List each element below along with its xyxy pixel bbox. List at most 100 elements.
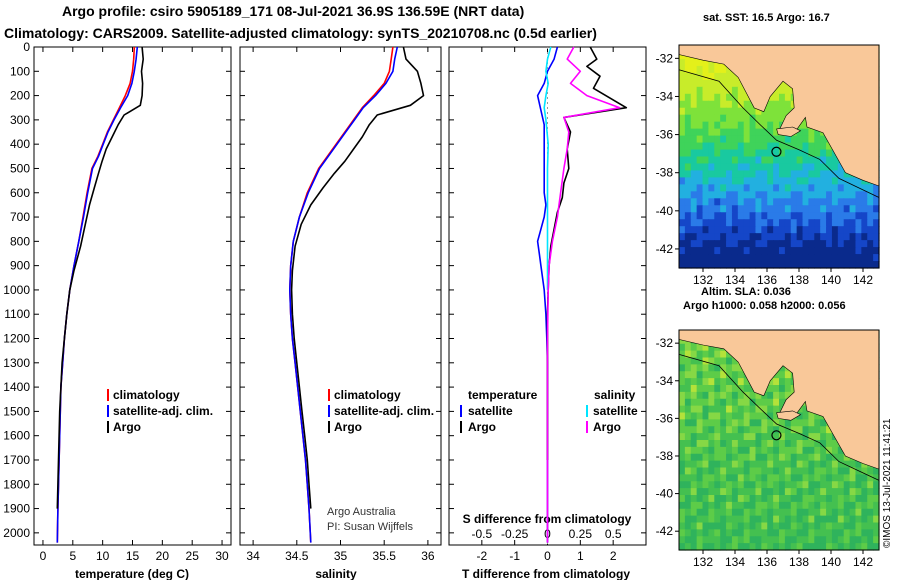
map-cell	[684, 488, 692, 496]
map-cell	[749, 419, 757, 427]
map-cell	[826, 240, 833, 248]
map-cell	[837, 198, 845, 206]
map-cell	[755, 481, 762, 489]
map-cell	[690, 440, 698, 448]
map-cell	[796, 508, 804, 517]
map-cell	[779, 460, 786, 469]
map-cell	[784, 515, 792, 524]
map-cell	[843, 501, 851, 510]
map-cell	[720, 495, 727, 503]
map-cell	[708, 364, 715, 372]
map-cell	[737, 405, 745, 414]
map-cell	[737, 419, 745, 427]
map-cell	[679, 419, 686, 427]
map-cell	[773, 177, 780, 185]
map-cell	[679, 364, 686, 372]
map-cell	[802, 467, 810, 475]
map-cell	[779, 205, 786, 213]
map-cell	[696, 522, 704, 530]
map-cell	[814, 128, 821, 137]
map-cell	[826, 446, 833, 455]
map-cell	[731, 72, 739, 81]
map-cell	[726, 405, 733, 414]
map-cell	[773, 488, 780, 496]
map-cell	[814, 453, 821, 462]
map-cell	[784, 184, 792, 192]
map-cell	[684, 142, 692, 151]
map-cell	[761, 412, 768, 420]
map-cell	[831, 177, 839, 185]
map-cell	[708, 495, 715, 503]
map-cell	[679, 343, 686, 352]
map-cell	[761, 495, 768, 503]
map-cell	[767, 495, 774, 503]
map-cell	[773, 495, 780, 503]
map-cell	[855, 219, 862, 227]
map-cell	[684, 391, 692, 400]
island	[776, 410, 802, 421]
map-cell	[820, 508, 827, 517]
map-cell	[767, 142, 774, 151]
map-cell	[737, 453, 745, 462]
map-cell	[726, 86, 733, 95]
map-cell	[790, 142, 798, 151]
map-cell	[796, 495, 804, 503]
map-cell	[743, 398, 751, 407]
map-cell	[784, 135, 792, 144]
map-cell	[684, 515, 692, 524]
map-cell	[720, 433, 727, 441]
map-cell	[808, 149, 815, 158]
map-cell	[731, 357, 739, 365]
map-cell	[855, 515, 862, 524]
map-cell	[684, 364, 692, 372]
map-cell	[714, 79, 721, 88]
map-cell	[761, 522, 768, 530]
map-cell	[796, 261, 804, 269]
map-cell	[708, 460, 715, 469]
map-cell	[808, 412, 815, 420]
map-cell	[808, 135, 815, 144]
map-cell	[731, 79, 739, 88]
map-cell	[755, 191, 762, 199]
map-cell	[767, 440, 774, 448]
map-cell	[731, 364, 739, 372]
map-cell	[773, 163, 780, 172]
map-cell	[773, 135, 780, 144]
map-cell	[749, 219, 757, 227]
map-cell	[831, 254, 839, 262]
map-y-tick-label: -32	[656, 51, 674, 65]
map-cell	[679, 433, 686, 441]
argo-float-marker	[771, 430, 782, 441]
map-cell	[726, 515, 733, 524]
map-cell	[814, 467, 821, 475]
map-cell	[726, 170, 733, 179]
map-cell	[808, 184, 815, 192]
map-cell	[696, 529, 704, 537]
map-cell	[814, 412, 821, 420]
map-cell	[702, 254, 710, 262]
map-cell	[731, 398, 739, 407]
map-cell	[749, 163, 757, 172]
map-cell	[743, 481, 751, 489]
map-cell	[702, 149, 710, 158]
map-cell	[731, 536, 739, 544]
map-cell	[802, 170, 810, 179]
map-cell	[820, 446, 827, 455]
map-cell	[855, 177, 862, 185]
map-cell	[679, 100, 686, 109]
map-cell	[861, 177, 868, 185]
map-cell	[731, 86, 739, 95]
map-cell	[773, 191, 780, 199]
map-cell	[731, 135, 739, 144]
map-cell	[814, 488, 821, 496]
map-cell	[702, 419, 710, 427]
map-cell	[720, 254, 727, 262]
sst-map-title: sat. SST: 16.5 Argo: 16.7	[703, 12, 830, 24]
map-cell	[761, 135, 768, 144]
map-cell	[843, 467, 851, 475]
map-cell	[702, 72, 710, 81]
map-cell	[767, 508, 774, 517]
map-cell	[767, 481, 774, 489]
map-cell	[708, 501, 715, 510]
map-cell	[773, 405, 780, 414]
